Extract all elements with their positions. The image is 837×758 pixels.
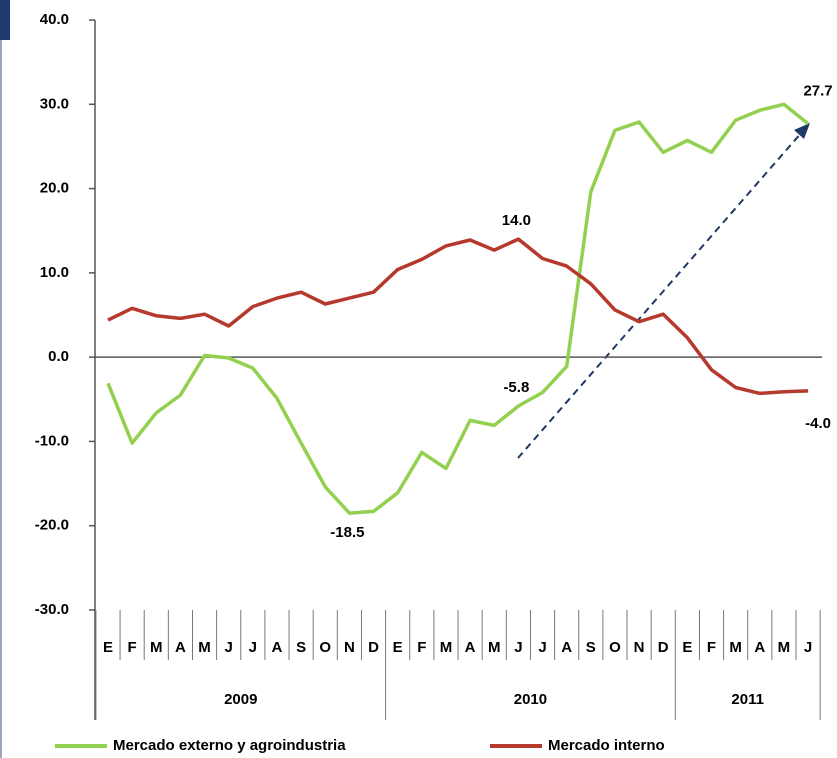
legend-label: Mercado interno xyxy=(548,737,665,754)
x-tick-label: M xyxy=(198,639,211,656)
x-tick-label: A xyxy=(465,639,476,656)
x-tick-label: F xyxy=(707,639,716,656)
x-tick-label: J xyxy=(225,639,233,656)
y-tick-label: -20.0 xyxy=(35,517,69,534)
y-tick-label: 40.0 xyxy=(40,11,69,28)
x-tick-label: A xyxy=(754,639,765,656)
series-line xyxy=(107,237,809,396)
x-tick-label: F xyxy=(417,639,426,656)
y-tick-label: 10.0 xyxy=(40,264,69,281)
x-tick-label: J xyxy=(804,639,812,656)
x-tick-label: A xyxy=(175,639,186,656)
x-tick-label: S xyxy=(296,639,306,656)
data-label: -18.5 xyxy=(330,524,364,541)
y-tick-label: 0.0 xyxy=(48,348,69,365)
arrow-head xyxy=(794,123,810,139)
x-tick-label: M xyxy=(729,639,742,656)
x-tick-label: D xyxy=(658,639,669,656)
x-tick-label: A xyxy=(561,639,572,656)
year-label: 2010 xyxy=(514,691,547,708)
corner-decoration xyxy=(0,0,10,40)
x-tick-label: N xyxy=(344,639,355,656)
x-tick-label: D xyxy=(368,639,379,656)
x-tick-label: N xyxy=(634,639,645,656)
x-tick-label: O xyxy=(609,639,621,656)
x-tick-label: M xyxy=(150,639,163,656)
year-label: 2009 xyxy=(224,691,257,708)
x-tick-label: M xyxy=(778,639,791,656)
data-label: 14.0 xyxy=(502,212,531,229)
year-label: 2011 xyxy=(731,691,764,708)
x-tick-label: O xyxy=(319,639,331,656)
x-tick-label: E xyxy=(393,639,403,656)
y-tick-label: -30.0 xyxy=(35,601,69,618)
x-tick-label: E xyxy=(103,639,113,656)
data-label: -4.0 xyxy=(805,415,831,432)
trend-arrow xyxy=(517,131,803,459)
data-label: 27.7 xyxy=(803,83,832,100)
data-label: -5.8 xyxy=(503,379,529,396)
x-tick-label: E xyxy=(682,639,692,656)
x-tick-label: A xyxy=(272,639,283,656)
x-tick-label: M xyxy=(488,639,501,656)
y-tick-label: 30.0 xyxy=(40,95,69,112)
x-tick-label: S xyxy=(586,639,596,656)
x-tick-label: J xyxy=(514,639,522,656)
series-line xyxy=(106,102,810,515)
x-tick-label: J xyxy=(538,639,546,656)
x-tick-label: J xyxy=(249,639,257,656)
x-tick-label: F xyxy=(128,639,137,656)
x-tick-label: M xyxy=(440,639,453,656)
y-tick-label: 20.0 xyxy=(40,180,69,197)
legend-label: Mercado externo y agroindustria xyxy=(113,737,346,754)
y-tick-label: -10.0 xyxy=(35,432,69,449)
